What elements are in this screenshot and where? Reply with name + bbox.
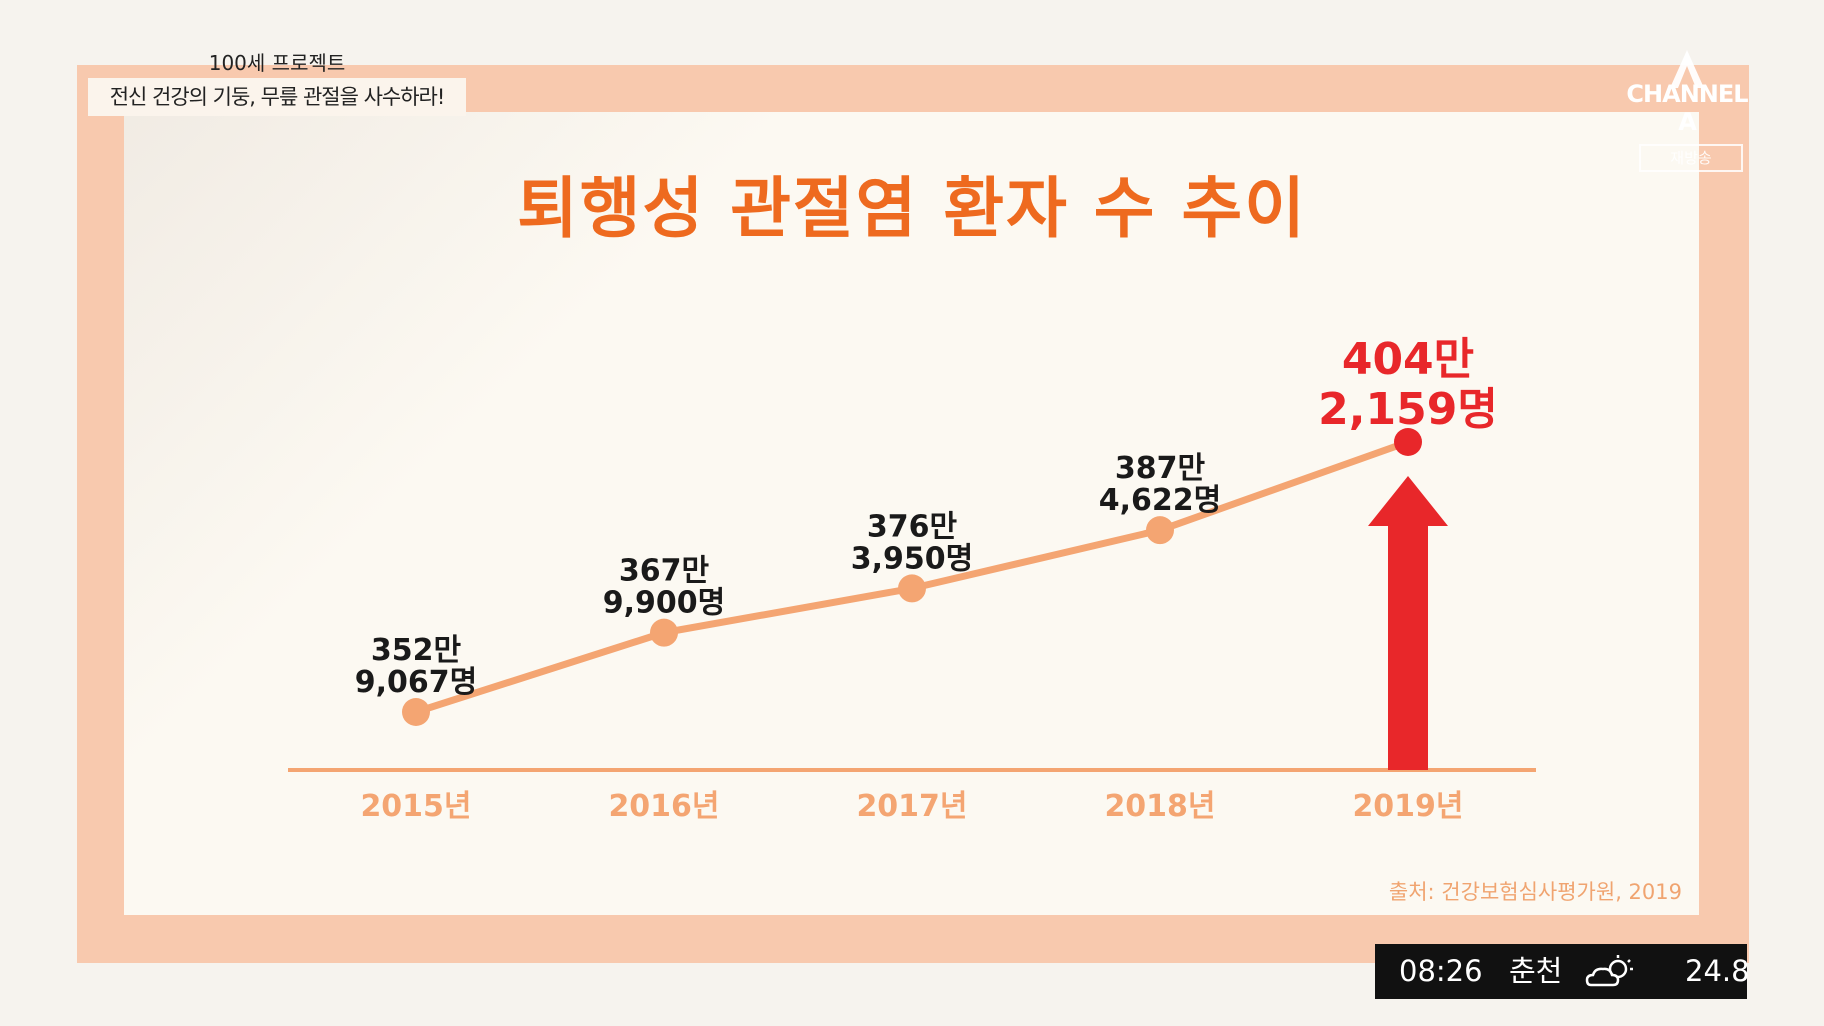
data-point	[402, 698, 430, 726]
source-note: 출처: 건강보험심사평가원, 2019	[1388, 880, 1682, 904]
status-time: 08:26	[1399, 954, 1483, 988]
data-label: 3,950명	[851, 541, 974, 576]
channel-a-logo: CHANNEL A 재방송	[1626, 50, 1749, 180]
data-label: 367만	[619, 554, 710, 589]
status-city: 춘천	[1509, 954, 1563, 988]
partly-cloudy-icon	[1585, 955, 1633, 987]
data-label: 9,067명	[355, 665, 478, 700]
program-headline: 전신 건강의 기둥, 무릎 관절을 사수하라!	[88, 78, 466, 116]
data-label: 9,900명	[603, 586, 726, 621]
channel-logo-text: CHANNEL A	[1626, 80, 1748, 136]
data-label: 387만	[1115, 451, 1206, 486]
data-label: 404만	[1342, 334, 1474, 385]
increase-arrow-icon	[1368, 476, 1448, 770]
data-point	[650, 618, 678, 647]
chart-title: 퇴행성 관절염 환자 수 추이	[517, 170, 1307, 247]
x-tick-label: 2015년	[360, 789, 471, 824]
data-point	[898, 574, 926, 603]
data-label: 376만	[867, 509, 958, 544]
data-label: 2,159명	[1318, 384, 1498, 435]
x-tick-label: 2016년	[608, 789, 719, 824]
data-label: 4,622명	[1099, 483, 1222, 518]
rebroadcast-badge: 재방송	[1639, 144, 1743, 172]
channel-a-mark-icon	[1670, 50, 1704, 88]
status-temperature: 24.8	[1685, 954, 1750, 988]
x-tick-label: 2018년	[1104, 789, 1215, 824]
x-tick-label: 2019년	[1352, 789, 1463, 824]
x-tick-label: 2017년	[856, 789, 967, 824]
data-point	[1394, 428, 1422, 456]
program-caption: 100세 프로젝트 전신 건강의 기둥, 무릎 관절을 사수하라!	[88, 50, 466, 116]
data-label: 352만	[371, 633, 462, 668]
status-bar: 08:26 춘천 24.8	[1375, 944, 1750, 999]
data-point	[1146, 516, 1174, 545]
program-subtitle: 100세 프로젝트	[208, 51, 346, 75]
